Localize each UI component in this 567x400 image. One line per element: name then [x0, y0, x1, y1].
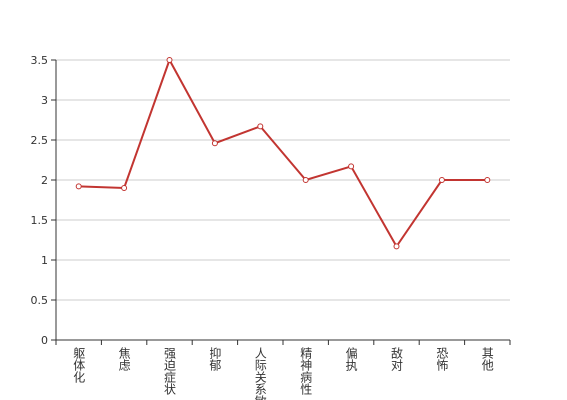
point [166, 57, 173, 63]
x-tick-label: 躯体化 [72, 346, 86, 384]
y-tick-label: 0.5 [31, 294, 49, 307]
x-tick-label: 敌对 [390, 346, 404, 371]
y-tick-label: 3 [41, 94, 48, 107]
point [211, 140, 218, 147]
point [302, 177, 309, 183]
x-tick-label: 强迫症状 [163, 347, 177, 395]
point [75, 183, 82, 190]
point [438, 177, 445, 183]
point [484, 177, 491, 183]
x-tick-label: 偏执 [344, 346, 358, 372]
line [78, 57, 488, 249]
x-tick-label: 精神病性 [299, 347, 313, 396]
y-tick-label: 1 [41, 254, 48, 267]
y-tick-label: 3.5 [31, 54, 49, 67]
point [121, 185, 128, 191]
x-tick-label: 抑郁 [208, 346, 222, 372]
point [393, 243, 400, 250]
y-tick-label: 2 [41, 174, 48, 187]
x-tick-label: 其他 [480, 347, 494, 371]
point [257, 123, 264, 130]
point [348, 163, 355, 170]
x-tick-label: 恐怖 [435, 347, 449, 371]
x-tick-label: 焦虑 [117, 347, 131, 371]
y-tick-label: 0 [41, 334, 48, 347]
y-tick-label: 2.5 [31, 134, 49, 147]
x-tick-label: 人际关系敏感 [253, 347, 267, 400]
y-tick-label: 1.5 [31, 214, 49, 227]
